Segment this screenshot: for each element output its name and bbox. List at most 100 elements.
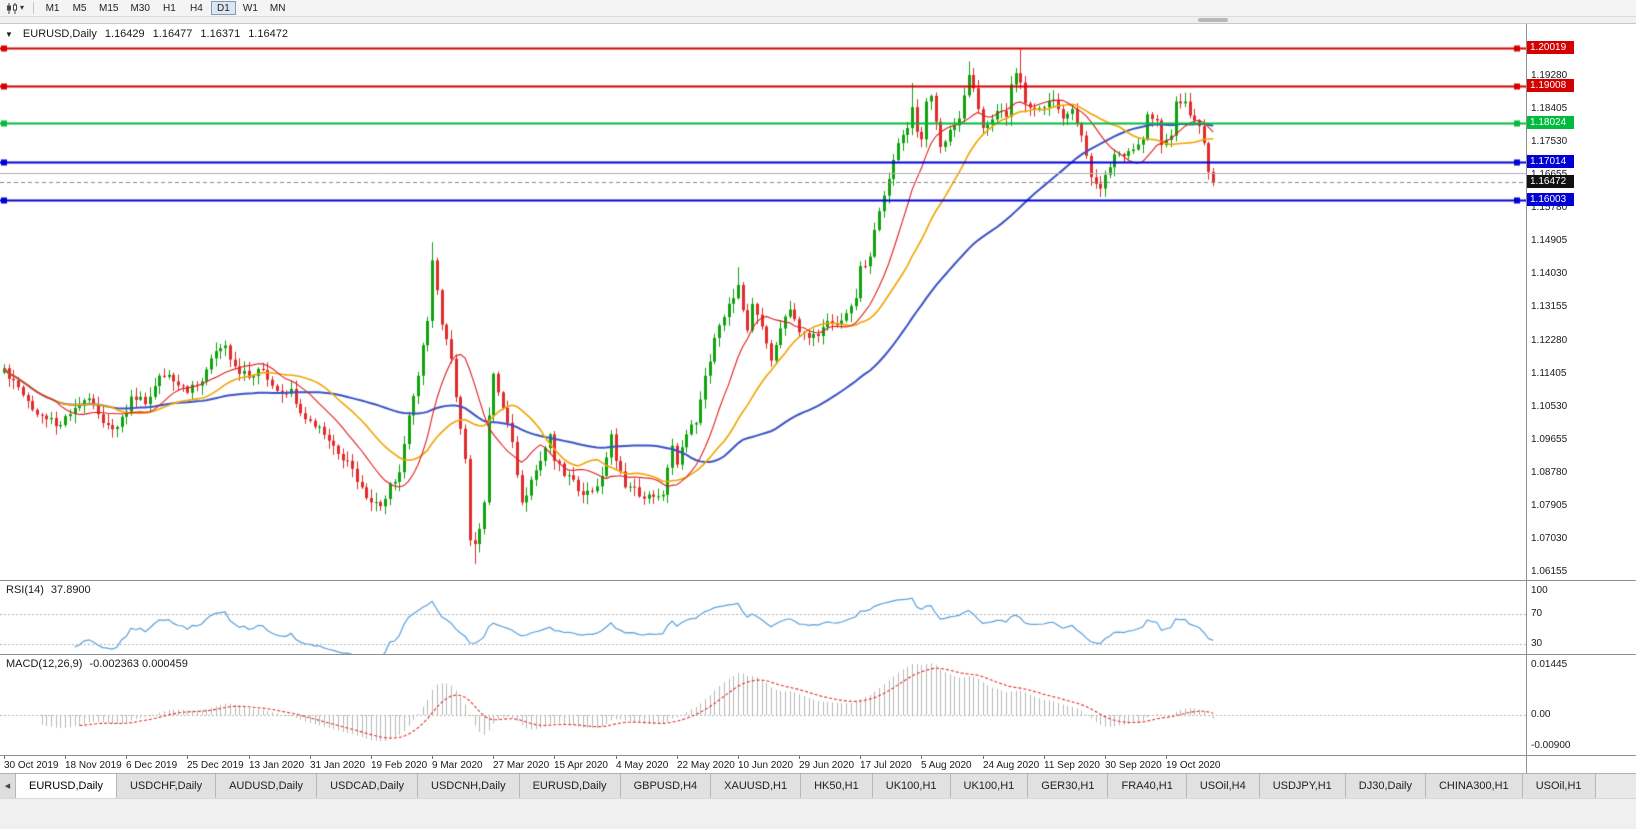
chart-tab-fra40-h1[interactable]: FRA40,H1 [1108,774,1187,798]
chart-tab-usdchf-daily[interactable]: USDCHF,Daily [116,774,217,798]
timeframe-button-w1[interactable]: W1 [242,3,258,14]
price-axis-tick: 1.15780 [1531,202,1568,214]
time-axis-tick [493,756,494,759]
price-axis-tick: 1.11405 [1531,367,1567,379]
time-axis-label: 25 Dec 2019 [187,760,244,771]
timeframe-button-m5[interactable]: M5 [72,3,87,14]
chart-tab-eurusd-daily[interactable]: EURUSD,Daily [519,774,621,798]
price-axis[interactable]: 1.19280 1.18405 1.17530 1.16655 1.15780 1.149… [1526,24,1636,580]
timeframe-button-m30[interactable]: M30 [130,3,150,14]
timeframe-button-m15[interactable]: M15 [99,3,119,14]
timeframe-toolbar: ▾ M1 M5 M15 M30 H1 H4 D1 W1 MN [0,0,1636,17]
price-axis-tick: 1.19280 [1531,69,1568,81]
macd-label: MACD(12,26,9) -0.002363 0.000459 [6,658,188,670]
time-axis-tick [249,756,250,759]
chart-tab-usdjpy-h1[interactable]: USDJPY,H1 [1259,774,1346,798]
time-axis-label: 15 Apr 2020 [554,760,608,771]
rsi-axis[interactable]: 100 70 30 [1526,581,1636,654]
timeframe-button-h1[interactable]: H1 [163,3,176,14]
time-axis-label: 19 Oct 2020 [1166,760,1221,771]
chart-tab-usoil-h4[interactable]: USOil,H4 [1186,774,1260,798]
chart-tab-uk100-h1[interactable]: UK100,H1 [872,774,951,798]
timeframe-buttons: M1 M5 M15 M30 H1 H4 D1 W1 MN [40,1,290,15]
time-axis-label: 18 Nov 2019 [65,760,122,771]
time-axis-tick [983,756,984,759]
price-axis-tick: 1.14030 [1531,268,1568,280]
time-axis-tick [65,756,66,759]
time-axis-label: 24 Aug 2020 [983,760,1040,771]
price-level-badge: 1.16003 [1527,192,1574,206]
price-axis-tick: 1.08780 [1531,466,1568,478]
chart-shift-marker[interactable] [1198,18,1229,22]
chart-title: ▼ EURUSD,Daily 1.16429 1.16477 1.16371 1… [5,28,288,40]
price-level-badge: 1.20019 [1527,40,1574,54]
time-axis-label: 22 May 2020 [677,760,735,771]
chart-type-button[interactable]: ▾ [3,1,27,16]
chart-tab-china300-h1[interactable]: CHINA300,H1 [1425,774,1523,798]
time-axis-label: 30 Oct 2019 [4,760,59,771]
chart-hscrollbar[interactable] [0,17,1636,24]
time-axis-tick [1044,756,1045,759]
chart-tab-xauusd-h1[interactable]: XAUUSD,H1 [711,774,802,798]
chart-tab-usdcnh-daily[interactable]: USDCNH,Daily [418,774,520,798]
axis-divider [1526,756,1527,773]
timeframe-button-d1[interactable]: D1 [210,1,236,15]
candlestick-chart-icon [6,2,19,14]
one-click-trading-collapse-icon[interactable]: ▼ [5,29,13,39]
rsi-name: RSI(14) [6,584,44,596]
macd-axis-tick: 0.01445 [1531,659,1568,671]
candlestick-chart-canvas[interactable] [0,24,1526,580]
time-axis-tick [1166,756,1167,759]
macd-current-values: -0.002363 0.000459 [89,658,188,670]
macd-panel: MACD(12,26,9) -0.002363 0.000459 0.01445… [0,654,1636,755]
price-axis-tick: 1.10530 [1531,400,1568,412]
macd-axis[interactable]: 0.01445 0.00 -0.00900 [1526,655,1636,755]
time-axis-tick [187,756,188,759]
price-axis-tick: 1.13155 [1531,301,1568,313]
time-axis-label: 4 May 2020 [616,760,669,771]
current-price-badge: 1.16472 [1527,175,1574,189]
macd-axis-tick: -0.00900 [1531,740,1571,752]
timeframe-button-h4[interactable]: H4 [190,3,203,14]
chart-tab-usoil-h1[interactable]: USOil,H1 [1522,774,1596,798]
chart-tab-ger30-h1[interactable]: GER30,H1 [1028,774,1109,798]
time-axis-tick [371,756,372,759]
timeframe-button-mn[interactable]: MN [269,3,286,14]
time-axis-label: 11 Sep 2020 [1044,760,1100,771]
time-axis-label: 5 Aug 2020 [921,760,972,771]
chart-tab-eurusd-daily[interactable]: EURUSD,Daily [16,774,117,798]
time-axis-tick [126,756,127,759]
ohlc-close: 1.16472 [248,28,288,40]
chart-symbol-period: EURUSD,Daily [22,28,97,40]
chart-tab-hk50-h1[interactable]: HK50,H1 [801,774,873,798]
chart-tab-dj30-daily[interactable]: DJ30,Daily [1345,774,1426,798]
chevron-down-icon: ▾ [20,3,25,12]
time-axis-tick [554,756,555,759]
chart-tab-uk100-h1[interactable]: UK100,H1 [950,774,1029,798]
rsi-chart-canvas[interactable] [0,581,1526,654]
time-axis-tick [616,756,617,759]
price-axis-tick: 1.07905 [1531,500,1568,512]
time-axis-label: 6 Dec 2019 [126,760,178,771]
chart-tab-audusd-daily[interactable]: AUDUSD,Daily [216,774,318,798]
time-axis-tick [860,756,861,759]
time-axis-label: 19 Feb 2020 [371,760,428,771]
price-axis-tick: 1.12280 [1531,334,1568,346]
timeframe-button-m1[interactable]: M1 [45,3,60,14]
price-axis-tick: 1.17530 [1531,136,1568,147]
chart-tab-gbpusd-h4[interactable]: GBPUSD,H4 [620,774,712,798]
macd-name: MACD(12,26,9) [6,658,83,670]
time-axis-label: 10 Jun 2020 [738,760,794,771]
macd-axis-tick: 0.00 [1531,709,1551,720]
tab-scroll-left-button[interactable]: ◀ [0,774,16,798]
time-axis-label: 29 Jun 2020 [799,760,855,771]
time-axis-label: 13 Jan 2020 [249,760,305,771]
time-axis[interactable]: 30 Oct 2019 18 Nov 2019 6 Dec 2019 25 Dec 2… [0,755,1636,773]
macd-chart-canvas[interactable] [0,655,1526,755]
time-axis-label: 9 Mar 2020 [432,760,483,771]
rsi-panel: RSI(14) 37.8900 100 70 30 [0,580,1636,654]
time-axis-tick [921,756,922,759]
chart-tab-usdcad-daily[interactable]: USDCAD,Daily [317,774,419,798]
chart-tab-bar: ◀ EURUSD,Daily USDCHF,Daily AUDUSD,Daily US… [0,773,1636,798]
